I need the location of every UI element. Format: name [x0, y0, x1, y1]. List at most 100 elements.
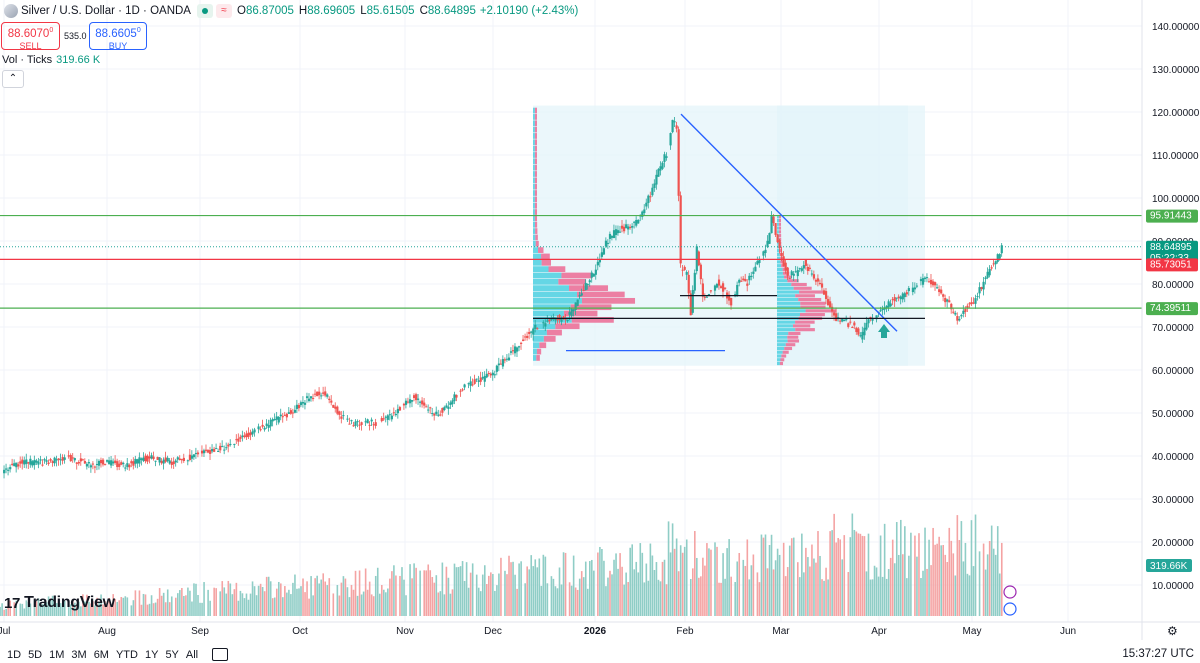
tf-all[interactable]: All: [185, 648, 199, 661]
horizontal-lines[interactable]: [0, 214, 1142, 309]
tf-1m[interactable]: 1M: [49, 648, 65, 661]
candle-body: [57, 458, 60, 460]
drawings[interactable]: [533, 113, 925, 352]
market-open-icon[interactable]: [196, 4, 213, 18]
volume-profile-row: [777, 271, 783, 275]
volume-bar: [267, 576, 270, 616]
volume-profile-row: [561, 272, 593, 279]
candle-body: [402, 403, 406, 406]
candle-body: [816, 278, 820, 282]
volume-profile-row: [533, 152, 535, 158]
volume-profile-row: [777, 215, 779, 219]
candle-body: [453, 394, 456, 402]
tf-ytd[interactable]: YTD: [115, 648, 138, 661]
candle-body: [415, 394, 418, 401]
volume-bar: [55, 603, 58, 616]
volume-bar: [449, 593, 452, 616]
candle-body: [241, 435, 244, 438]
volume-bar: [562, 552, 565, 616]
candle-body: [542, 322, 545, 324]
volume-bar: [524, 583, 526, 616]
candle-body: [608, 233, 612, 239]
volume-profile-row: [781, 354, 787, 358]
utc-clock[interactable]: 15:37:27 UTC: [1122, 648, 1194, 660]
candle-body: [328, 398, 331, 401]
candle-body: [911, 287, 915, 293]
candle-body: [845, 319, 848, 321]
candle-body: [168, 460, 171, 464]
volume-profile-row: [777, 294, 796, 298]
tf-5d[interactable]: 5D: [28, 648, 43, 661]
volume-bar: [471, 563, 474, 616]
candle-body: [196, 452, 200, 455]
volume-profile-row: [533, 336, 544, 342]
volume-profile-row: [782, 350, 789, 354]
volume-bar: [637, 572, 640, 616]
symbol-title[interactable]: Silver / U.S. Dollar · 1D · OANDA: [21, 5, 191, 17]
buy-button[interactable]: 88.66050 BUY: [89, 22, 147, 51]
candle-body: [645, 202, 648, 207]
time-axis[interactable]: Jul Aug Sep Oct Nov Dec 2026 Feb Mar Apr May Jun: [0, 0, 1200, 640]
price-tick-label: 20.00000: [1152, 538, 1194, 549]
candle-body: [841, 318, 844, 322]
volume-bar: [653, 569, 656, 616]
volume-bar: [483, 565, 486, 616]
volume-bar: [290, 594, 292, 616]
candle-body: [566, 319, 569, 322]
tf-3m[interactable]: 3M: [71, 648, 87, 661]
timeframe-bar: 1D 5D 1M 3M 6M YTD 1Y 5Y All: [0, 646, 229, 663]
volume-bar: [934, 544, 936, 616]
volume-profile-row: [534, 145, 537, 152]
sell-button[interactable]: 88.60700 SELL: [1, 22, 60, 51]
price-axis[interactable]: 140.00000 130.00000 120.00000 110.00000 100.…: [1142, 0, 1200, 640]
volume-bar: [63, 600, 66, 616]
volume-bar: [677, 571, 680, 616]
tilde-icon[interactable]: ≈: [215, 4, 232, 18]
time-tick-label: Oct: [292, 626, 308, 637]
candle-body: [174, 460, 177, 463]
candle-body: [796, 270, 799, 277]
volume-profile-row: [777, 358, 781, 362]
tf-5y[interactable]: 5Y: [165, 648, 179, 661]
tf-1y[interactable]: 1Y: [144, 648, 159, 661]
volume-bar: [479, 591, 482, 616]
volume-bar: [294, 574, 296, 616]
volume-bar: [657, 579, 660, 616]
candle-body: [91, 463, 95, 465]
collapse-legend-button[interactable]: ⌃: [2, 70, 24, 88]
candle-body: [618, 231, 622, 233]
candle-body: [31, 461, 34, 466]
volume-tag: [1146, 559, 1192, 572]
volume-bar: [227, 580, 230, 616]
volume-bar: [122, 597, 125, 616]
candle-body: [435, 411, 438, 415]
candle-body: [207, 450, 210, 453]
candle-body: [386, 415, 389, 420]
candle-body: [213, 448, 216, 452]
volume-bar: [506, 574, 508, 616]
tf-6m[interactable]: 6M: [93, 648, 109, 661]
volume-bar: [520, 561, 522, 616]
candle-body: [507, 357, 511, 361]
volume-profile-row: [533, 145, 535, 152]
volume-profile-row: [777, 230, 779, 234]
candle-body: [754, 266, 757, 272]
candle-body: [661, 162, 664, 169]
volume-bar: [318, 583, 320, 616]
candle-body: [287, 412, 290, 414]
volume-bar: [708, 548, 710, 616]
volume-profile-row: [777, 361, 780, 366]
volume-bar: [532, 566, 535, 616]
candle-body: [326, 394, 329, 397]
volume-legend[interactable]: Vol · Ticks 319.66 K: [2, 54, 100, 66]
tf-1d[interactable]: 1D: [7, 648, 22, 661]
volume-bar: [51, 595, 54, 616]
calendar-icon[interactable]: [212, 648, 229, 661]
candle-body: [790, 271, 793, 276]
settings-gear-icon[interactable]: ⚙: [1167, 624, 1178, 638]
candle-body: [881, 308, 884, 311]
candle-body: [522, 339, 525, 342]
candle-body: [297, 405, 301, 409]
candle-body: [944, 297, 947, 303]
